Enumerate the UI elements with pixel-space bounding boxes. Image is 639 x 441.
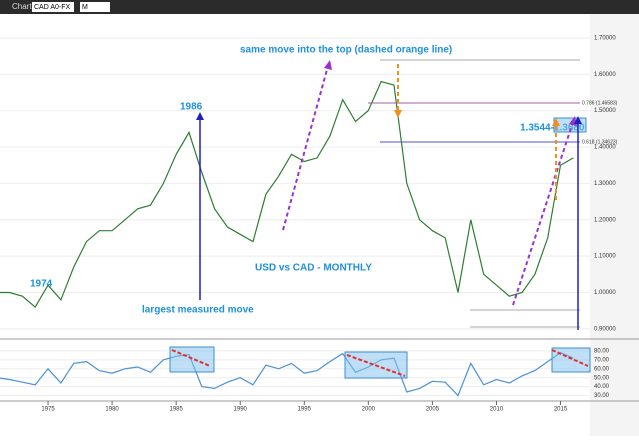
drawings [169, 59, 591, 379]
y-tick-label: 40.00 [594, 384, 610, 390]
x-tick-label: 1985 [169, 407, 183, 413]
x-tick-label: 1990 [234, 407, 248, 413]
annotation: 1974 [30, 279, 53, 290]
y-tick-label: 0.90000 [594, 326, 616, 332]
x-tick-label: 1975 [41, 407, 55, 413]
x-tick-label: 1980 [105, 407, 119, 413]
window-title: Chart [12, 2, 32, 11]
y-tick-label: 1.20000 [594, 217, 616, 223]
y-tick-label: 60.00 [594, 366, 610, 372]
toolbar [0, 0, 639, 14]
x-tick-label: 1995 [298, 407, 312, 413]
interval[interactable]: M [82, 4, 88, 11]
annotation: 1.3544-1.3680 [520, 123, 585, 134]
y-tick-label: 1.50000 [594, 108, 616, 114]
y-tick-label: 1.10000 [594, 254, 616, 260]
y-tick-label: 1.30000 [594, 181, 616, 187]
x-tick-label: 2000 [362, 407, 376, 413]
y-tick-label: 70.00 [594, 357, 610, 363]
x-tick-label: 2005 [426, 407, 440, 413]
y-tick-label: 1.60000 [594, 72, 616, 78]
annotation: largest measured move [142, 305, 254, 316]
series-line [0, 352, 574, 397]
interval-input[interactable] [80, 2, 110, 12]
y-tick-label: 1.00000 [594, 290, 616, 296]
y-tick-label: 1.40000 [594, 145, 616, 151]
x-tick-label: 2010 [490, 407, 504, 413]
y-tick-label: 1.70000 [594, 35, 616, 41]
y-tick-label: 80.00 [594, 349, 610, 355]
series-line [0, 80, 574, 309]
annotation: 0.786 (1.46583) [582, 100, 618, 106]
y-tick-label: 30.00 [594, 393, 610, 399]
x-tick-label: 2015 [554, 407, 568, 413]
y-tick-label: 50.00 [594, 375, 610, 381]
symbol[interactable]: CAD A0-FX [34, 4, 71, 11]
price-axis [590, 14, 639, 436]
annotation: 1986 [180, 102, 203, 113]
annotation: same move into the top (dashed orange li… [240, 45, 452, 56]
annotation: 0.618 (1.34623) [582, 139, 618, 145]
symbol-input[interactable] [32, 2, 74, 12]
chart-title: USD vs CAD - MONTHLY [255, 263, 372, 274]
